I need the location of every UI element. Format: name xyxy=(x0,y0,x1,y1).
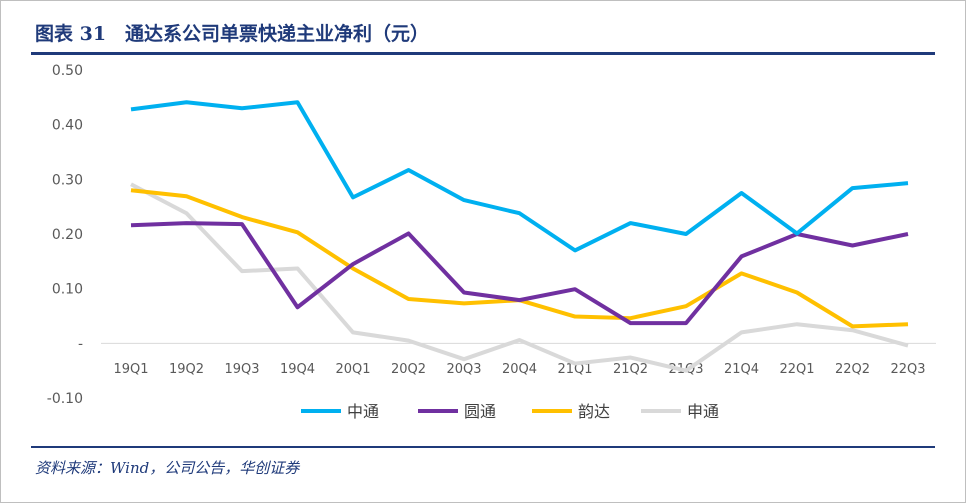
x-tick-label: 19Q1 xyxy=(113,362,148,377)
x-tick-label: 20Q1 xyxy=(335,362,370,377)
y-tick-label: - xyxy=(78,336,83,352)
y-tick-label: 0.20 xyxy=(52,227,83,243)
legend-label: 申通 xyxy=(687,402,719,421)
legend-label: 圆通 xyxy=(464,402,496,421)
x-tick-label: 19Q4 xyxy=(280,362,315,377)
y-tick-label: 0.10 xyxy=(52,282,83,298)
y-tick-label: 0.40 xyxy=(52,118,83,134)
x-tick-label: 21Q4 xyxy=(724,362,759,377)
footer-divider xyxy=(31,446,935,448)
figure-title: 图表 31 通达系公司单票快递主业净利（元） xyxy=(35,23,430,45)
x-tick-label: 20Q2 xyxy=(391,362,426,377)
x-tick-label: 22Q2 xyxy=(835,362,870,377)
x-tick-label: 22Q1 xyxy=(779,362,814,377)
x-tick-label: 21Q2 xyxy=(613,362,648,377)
legend-label: 韵达 xyxy=(578,402,610,421)
series-line-圆通 xyxy=(130,221,909,326)
legend-label: 中通 xyxy=(347,402,379,421)
title-divider xyxy=(31,52,935,55)
series-line-申通 xyxy=(130,182,909,373)
y-tick-label: 0.30 xyxy=(52,172,83,188)
x-tick-label: 21Q1 xyxy=(557,362,592,377)
series-line-韵达 xyxy=(130,188,909,329)
y-tick-label: 0.50 xyxy=(52,63,83,79)
x-tick-label: 22Q3 xyxy=(890,362,925,377)
y-tick-label: -0.10 xyxy=(47,391,83,407)
series-line-中通 xyxy=(130,100,909,253)
line-chart: 0.50 0.40 0.30 0.20 0.10 - -0.10 19Q1 19Q2 19Q3 19… xyxy=(47,63,936,421)
x-tick-label: 20Q3 xyxy=(446,362,481,377)
x-tick-label: 19Q3 xyxy=(224,362,259,377)
x-tick-label: 19Q2 xyxy=(169,362,204,377)
source-note: 资料来源：Wind，公司公告，华创证券 xyxy=(35,459,300,477)
x-tick-label: 20Q4 xyxy=(502,362,537,377)
